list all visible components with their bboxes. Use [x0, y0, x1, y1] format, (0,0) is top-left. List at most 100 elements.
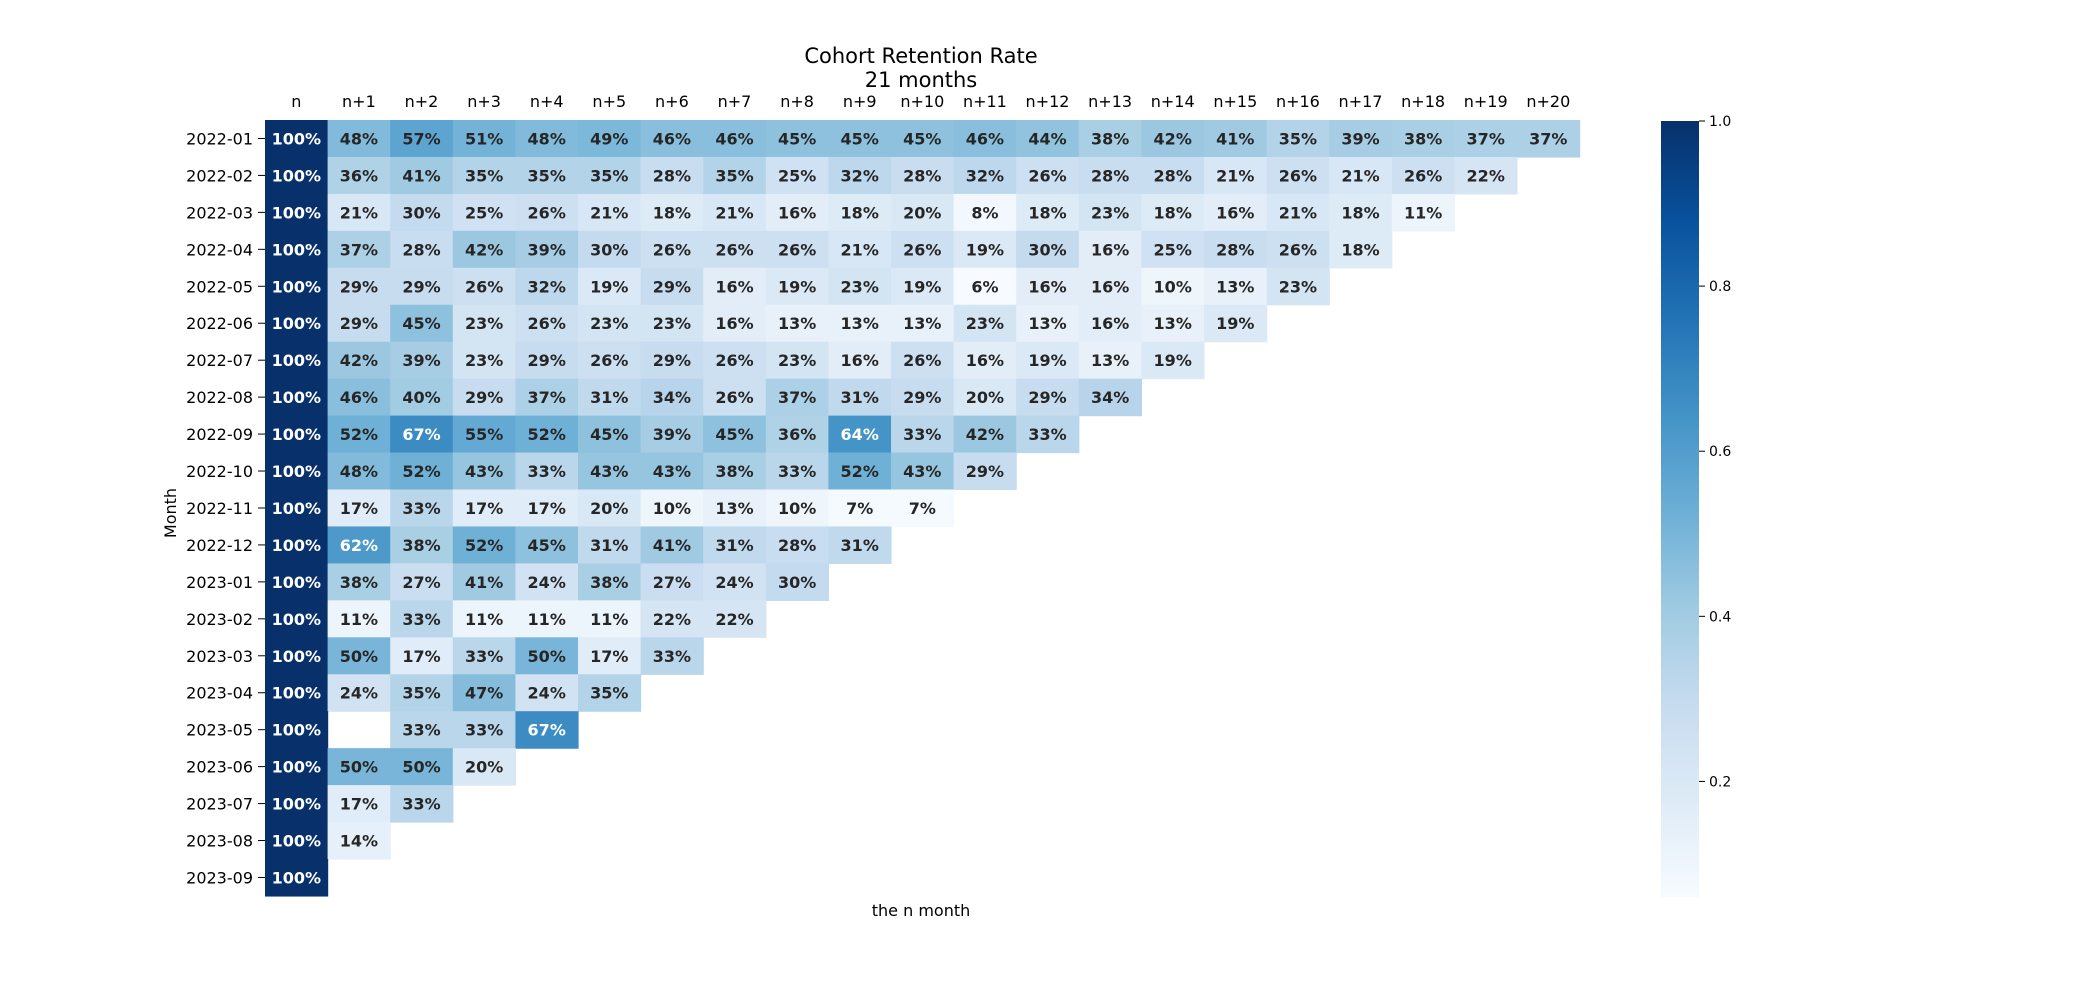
heatmap-cell [265, 711, 329, 749]
heatmap-cell [703, 304, 767, 343]
heatmap-cell [452, 674, 516, 712]
cell-value-label: 29% [340, 314, 378, 333]
heatmap-cell [1078, 341, 1142, 380]
cell-value-label: 11% [528, 610, 566, 629]
cell-value-label: 23% [465, 314, 503, 333]
heatmap-cell [390, 193, 454, 232]
x-tick-label: n [291, 92, 301, 111]
heatmap-cell [828, 378, 892, 417]
cell-value-label: 11% [1404, 203, 1442, 222]
heatmap-cell [1016, 156, 1080, 195]
cell-value-label: 19% [966, 240, 1004, 259]
heatmap-cell [1078, 193, 1142, 232]
heatmap-cell [452, 120, 516, 158]
cell-value-label: 41% [1216, 129, 1254, 148]
cell-value-label: 35% [590, 166, 628, 185]
heatmap-cell [703, 563, 767, 601]
heatmap-cell [828, 526, 892, 564]
cell-value-label: 100% [272, 203, 321, 222]
cell-value-label: 22% [1467, 166, 1505, 185]
heatmap-cell [452, 378, 516, 417]
cell-value-label: 26% [715, 351, 753, 370]
cell-value-label: 33% [402, 721, 440, 740]
cell-value-label: 29% [653, 351, 691, 370]
cell-value-label: 19% [1154, 351, 1192, 370]
cell-value-label: 46% [715, 129, 753, 148]
cell-value-label: 19% [590, 277, 628, 296]
heatmap-cell [452, 341, 516, 380]
cell-value-label: 21% [715, 203, 753, 222]
cell-value-label: 30% [402, 203, 440, 222]
y-tick-label: 2022-03 [186, 203, 253, 222]
heatmap-cell [703, 267, 767, 306]
cell-value-label: 100% [272, 277, 321, 296]
heatmap-cell [1266, 120, 1330, 158]
cell-value-label: 26% [903, 351, 941, 370]
cell-value-label: 33% [465, 721, 503, 740]
heatmap-cell [703, 415, 767, 454]
heatmap-cell [578, 600, 642, 638]
heatmap-cell [1078, 120, 1142, 158]
cell-value-label: 26% [528, 314, 566, 333]
cell-value-label: 25% [778, 166, 816, 185]
y-tick-label: 2023-01 [186, 573, 253, 592]
heatmap-cell [1078, 378, 1142, 417]
cell-value-label: 20% [966, 388, 1004, 407]
heatmap-cell [452, 637, 516, 675]
cell-value-label: 29% [903, 388, 941, 407]
heatmap-cell [515, 563, 579, 601]
heatmap-cell [1204, 230, 1268, 269]
heatmap-cell [452, 489, 516, 528]
heatmap-cell [327, 304, 391, 343]
heatmap-cell [1016, 341, 1080, 380]
x-tick-label: n+16 [1276, 92, 1320, 111]
cell-value-label: 21% [1216, 166, 1254, 185]
heatmap-cell [515, 230, 579, 269]
heatmap-cell [390, 711, 454, 749]
cell-value-label: 52% [340, 425, 378, 444]
x-axis-label: the n month [872, 901, 971, 920]
y-tick-label: 2022-12 [186, 536, 253, 555]
cell-value-label: 8% [971, 203, 998, 222]
heatmap-cell [1078, 230, 1142, 269]
heatmap-cell [390, 120, 454, 158]
colorbar-tick-label: 0.2 [1709, 774, 1731, 790]
heatmap-cell [703, 600, 767, 638]
cell-value-label: 23% [590, 314, 628, 333]
cell-value-label: 46% [340, 388, 378, 407]
cell-value-label: 51% [465, 129, 503, 148]
cell-value-label: 18% [653, 203, 691, 222]
cell-value-label: 13% [1028, 314, 1066, 333]
cell-value-label: 43% [590, 462, 628, 481]
y-tick-label: 2022-11 [186, 499, 253, 518]
heatmap-cell [578, 378, 642, 417]
colorbar-tick-label: 0.6 [1709, 444, 1731, 460]
heatmap-cell [765, 526, 829, 564]
cell-value-label: 33% [778, 462, 816, 481]
heatmap-cell [1141, 156, 1205, 195]
heatmap-cell [765, 341, 829, 380]
heatmap-cell [1141, 193, 1205, 232]
heatmap-cell [953, 193, 1017, 232]
y-tick-label: 2023-02 [186, 610, 253, 629]
heatmap-cell [1016, 415, 1080, 454]
y-tick-label: 2022-04 [186, 240, 253, 259]
cell-value-label: 100% [272, 647, 321, 666]
cell-value-label: 100% [272, 314, 321, 333]
heatmap-cell [265, 304, 329, 343]
cell-value-label: 21% [590, 203, 628, 222]
cell-value-label: 26% [715, 388, 753, 407]
y-tick-label: 2023-05 [186, 721, 253, 740]
heatmap-cell [578, 193, 642, 232]
cell-value-label: 100% [272, 758, 321, 777]
heatmap-cell [327, 415, 391, 454]
cell-value-label: 28% [1091, 166, 1129, 185]
heatmap-cell [765, 563, 829, 601]
heatmap-cell [452, 156, 516, 195]
heatmap-cell [1078, 267, 1142, 306]
cell-value-label: 34% [653, 388, 691, 407]
heatmap-cell [265, 748, 329, 786]
x-tick-label: n+5 [592, 92, 626, 111]
cell-value-label: 100% [272, 573, 321, 592]
